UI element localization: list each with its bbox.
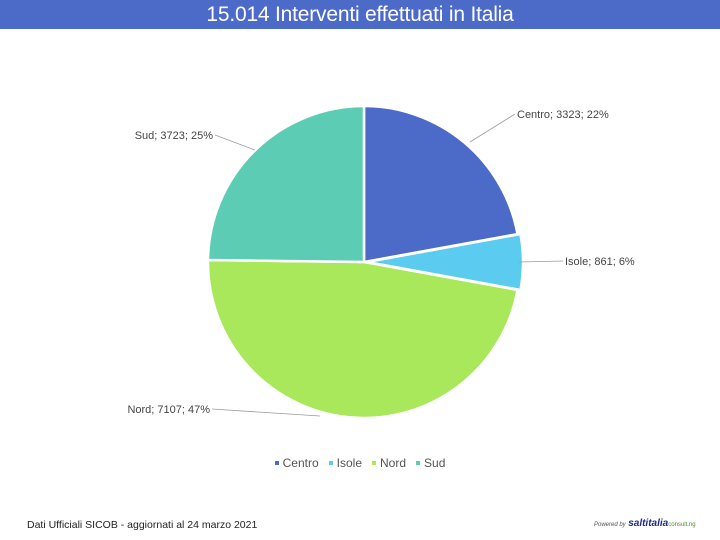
title-bar: 15.014 Interventi effettuati in Italia <box>0 0 720 29</box>
legend-swatch-centro <box>274 461 279 465</box>
legend-label-isole: Isole <box>336 456 362 470</box>
data-label-isole: Isole; 861; 6% <box>565 256 635 268</box>
legend-item-centro: Centro <box>274 456 319 470</box>
leader-line-nord <box>211 408 321 417</box>
legend-item-nord: Nord <box>372 456 406 470</box>
leader-line-sud <box>214 134 256 151</box>
data-label-nord: Nord; 7107; 47% <box>127 404 210 416</box>
leader-line-centro <box>469 113 516 143</box>
pie-slice-nord <box>206 258 519 420</box>
brand-suffix: consult.ng <box>668 522 696 528</box>
legend-swatch-nord <box>372 461 376 465</box>
source-note: Dati Ufficiali SICOB - aggiornati al 24 … <box>27 519 258 531</box>
legend-swatch-sud <box>416 461 421 465</box>
chart-title: 15.014 Interventi effettuati in Italia <box>206 2 514 26</box>
data-label-sud: Sud; 3723; 25% <box>135 130 214 142</box>
chart-legend: Centro Isole Nord Sud <box>0 456 720 470</box>
legend-label-centro: Centro <box>282 456 319 470</box>
data-label-centro: Centro; 3323; 22% <box>517 109 609 121</box>
legend-label-nord: Nord <box>380 456 407 470</box>
legend-swatch-isole <box>328 461 333 465</box>
pie-slice-sud <box>206 104 366 264</box>
brand-name: saltitalia <box>628 518 669 529</box>
legend-item-isole: Isole <box>328 456 362 470</box>
leader-line-isole <box>518 260 564 263</box>
legend-item-sud: Sud <box>416 456 445 470</box>
pie-slice-centro <box>362 104 519 264</box>
brand-prefix: Powered by <box>594 522 626 528</box>
brand-logo: Powered by saltitaliaconsult.ng <box>594 518 696 529</box>
legend-label-sud: Sud <box>424 456 446 470</box>
